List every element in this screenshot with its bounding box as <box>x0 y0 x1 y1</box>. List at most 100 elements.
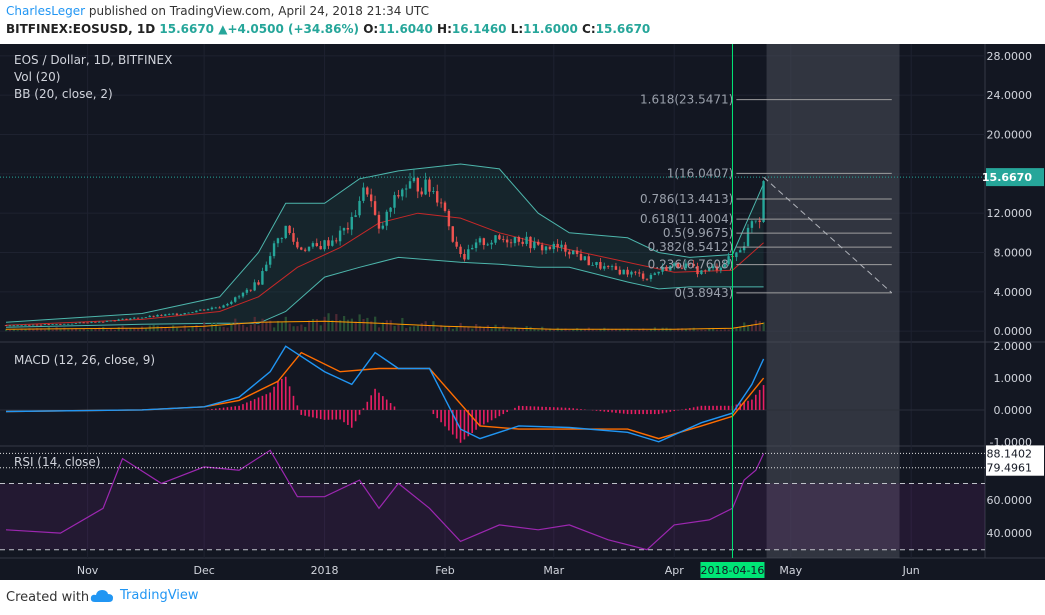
low-label: L: <box>510 22 524 36</box>
volume-bar <box>688 328 691 332</box>
candle-body <box>311 243 315 247</box>
candle-body <box>540 244 544 251</box>
volume-bar <box>280 322 284 332</box>
macd-histogram-bar <box>564 407 567 410</box>
time-axis-label: Mar <box>543 564 564 577</box>
volume-bar <box>362 318 365 332</box>
candle-body <box>74 323 78 324</box>
volume-bar <box>607 328 610 332</box>
macd-histogram-bar <box>374 388 376 410</box>
author-link[interactable]: CharlesLeger <box>6 4 86 18</box>
volume-bar <box>420 323 423 332</box>
macd-histogram-bar <box>630 409 633 415</box>
macd-histogram-bar <box>385 399 388 410</box>
macd-histogram-bar <box>277 380 279 410</box>
candle-body <box>603 266 606 269</box>
macd-histogram-bar <box>537 406 540 410</box>
macd-histogram-bar <box>249 400 252 410</box>
macd-histogram-bar <box>378 392 380 410</box>
rsi-band-fill <box>0 483 985 550</box>
open-value: 11.6040 <box>378 22 433 36</box>
candle-body <box>459 246 462 254</box>
macd-histogram-bar <box>518 405 520 410</box>
candle-body <box>634 271 637 273</box>
candle-body <box>470 247 474 250</box>
macd-histogram-bar <box>436 409 439 419</box>
candle-body <box>750 221 754 228</box>
macd-histogram-bar <box>646 409 648 415</box>
macd-histogram-bar <box>358 409 361 415</box>
volume-bar <box>210 322 214 332</box>
candle-body <box>206 309 210 311</box>
time-axis-label: Nov <box>77 564 99 577</box>
candle-body <box>595 262 598 266</box>
macd-histogram-bar <box>490 409 493 421</box>
candle-body <box>331 240 334 246</box>
macd-histogram-bar <box>327 409 330 420</box>
candle-body <box>482 238 486 246</box>
symbol-name: BITFINEX:EOSUSD, 1D <box>6 22 156 36</box>
candle-body <box>350 216 353 230</box>
candle-body <box>494 235 497 243</box>
candle-body <box>381 225 385 229</box>
volume-bar <box>630 328 633 332</box>
candle-body <box>641 273 645 279</box>
trading-chart[interactable]: 0(3.8943) 0.236(6.7608) 0.382(8.5412)0.5(9… <box>0 44 1045 580</box>
high-label: H: <box>437 22 452 36</box>
macd-histogram-bar <box>653 409 656 415</box>
volume-bar <box>537 329 540 332</box>
volume-bar <box>618 329 622 332</box>
macd-histogram-bar <box>284 376 287 410</box>
volume-bar <box>471 328 474 332</box>
macd-histogram-bar <box>459 409 462 443</box>
projection-area <box>766 44 900 558</box>
candle-body <box>669 265 672 271</box>
candle-body <box>614 266 618 270</box>
candle-body <box>408 181 412 189</box>
volume-bar <box>78 329 82 332</box>
volume-bar <box>642 328 645 332</box>
macd-histogram-bar <box>502 409 505 415</box>
macd-histogram-bar <box>347 409 349 425</box>
candle-body <box>537 241 540 245</box>
volume-bar <box>564 328 567 332</box>
candle-body <box>179 314 183 316</box>
price-pane[interactable]: 0(3.8943) 0.236(6.7608) 0.382(8.5412)0.5(9… <box>0 93 985 332</box>
rsi-axis-label: 40.0000 <box>987 527 1033 540</box>
volume-bar <box>440 325 443 332</box>
volume-bar <box>245 327 249 332</box>
volume-bar <box>129 328 132 332</box>
volume-bar <box>319 325 322 332</box>
candle-body <box>711 266 715 269</box>
macd-histogram-bar <box>483 409 485 425</box>
volume-bar <box>257 325 260 332</box>
volume-bar <box>94 328 97 332</box>
volume-bar <box>24 329 27 332</box>
candle-body <box>715 266 719 271</box>
volume-bar <box>513 327 517 332</box>
time-axis-label: Jun <box>902 564 920 577</box>
candle-body <box>261 271 264 285</box>
rsi-pane[interactable] <box>0 449 985 551</box>
volume-bar <box>16 330 19 332</box>
rsi-value-label: 88.1402 <box>987 447 1033 460</box>
volume-bar <box>750 324 754 332</box>
tradingview-brand[interactable]: TradingView <box>90 588 199 603</box>
volume-bar <box>684 329 688 332</box>
price-axis-label: 4.0000 <box>994 286 1033 299</box>
candle-body <box>234 297 237 302</box>
volume-bar <box>428 325 431 332</box>
volume-bar <box>599 329 602 332</box>
volume-bar <box>723 329 726 332</box>
fib-level-label: 0.5(9.9675) <box>663 226 733 240</box>
macd-pane[interactable] <box>0 345 985 443</box>
volume-bar <box>265 321 268 332</box>
macd-histogram-bar <box>354 409 357 422</box>
volume-bar <box>106 329 109 332</box>
candle-body <box>121 318 124 320</box>
candle-body <box>463 253 466 260</box>
candle-body <box>754 220 757 222</box>
macd-histogram-bar <box>716 405 718 410</box>
candle-body <box>564 244 567 252</box>
volume-bar <box>137 328 140 332</box>
